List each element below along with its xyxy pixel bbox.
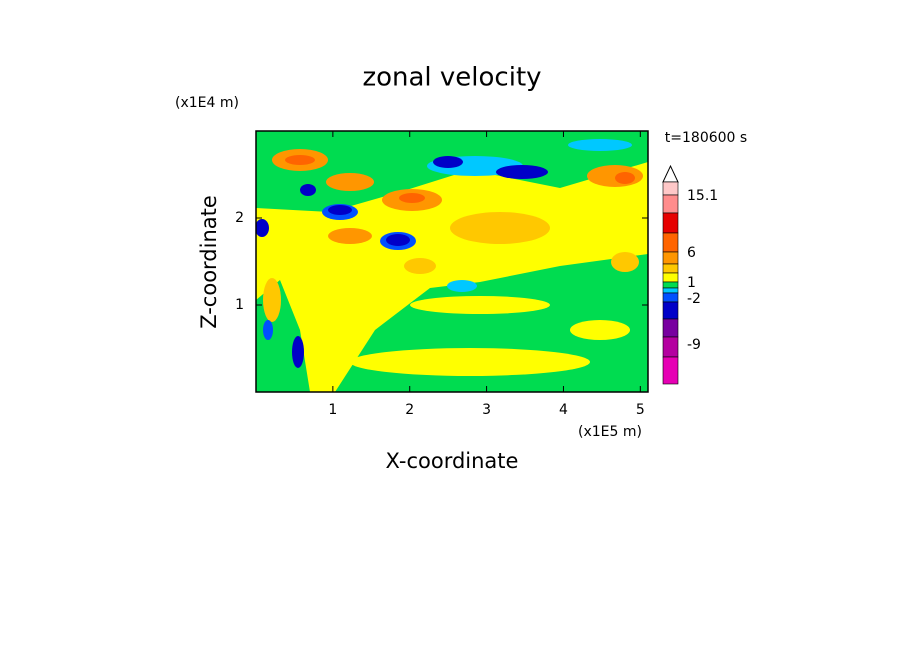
x-tick-label: 4 xyxy=(559,402,568,418)
plot-frame xyxy=(255,130,649,393)
contour-fill xyxy=(399,193,425,203)
colorbar-band xyxy=(662,287,679,294)
colorbar-band xyxy=(662,292,679,303)
contour-fill xyxy=(433,156,463,168)
x-tick-label: 2 xyxy=(405,402,414,418)
contour-fill xyxy=(450,212,550,244)
contour-fill xyxy=(256,219,269,237)
contour-fill xyxy=(326,173,374,191)
colorbar-band xyxy=(662,281,679,289)
contour-fill xyxy=(350,348,590,376)
colorbar-label: -2 xyxy=(687,291,701,307)
contour-fill xyxy=(496,165,548,179)
colorbar-band xyxy=(662,181,679,196)
contour-fill xyxy=(570,320,630,340)
colorbar-band xyxy=(662,301,679,320)
colorbar-band xyxy=(662,356,679,385)
contour-fill xyxy=(328,205,352,215)
time-label: t=180600 s xyxy=(665,130,747,146)
colorbar-band xyxy=(662,336,679,358)
x-axis-label: X-coordinate xyxy=(386,449,519,473)
colorbar-label: 1 xyxy=(687,275,696,291)
contour-fill xyxy=(386,234,410,246)
colorbar-band xyxy=(662,194,679,214)
contour-fill xyxy=(300,184,316,196)
y-tick-label: 2 xyxy=(235,210,244,226)
colorbar-label: 6 xyxy=(687,245,696,261)
colorbar-band xyxy=(662,232,679,253)
contour-fill xyxy=(263,278,281,322)
contour-fill xyxy=(263,320,273,340)
y-axis-label: Z-coordinate xyxy=(197,195,221,329)
contour-fill xyxy=(447,280,477,292)
colorbar-band xyxy=(662,212,679,234)
contour-fill xyxy=(568,139,632,151)
contour-fill xyxy=(328,228,372,244)
colorbar-band xyxy=(662,272,679,283)
chart-title: zonal velocity xyxy=(362,63,541,93)
colorbar-band xyxy=(662,318,679,338)
contour-field xyxy=(256,131,648,392)
contour-fill xyxy=(587,165,643,187)
x-tick-label: 1 xyxy=(328,402,337,418)
x-tick-label: 3 xyxy=(482,402,491,418)
colorbar-band xyxy=(662,251,679,265)
x-unit: (x1E5 m) xyxy=(578,424,642,440)
contour-fill xyxy=(404,258,436,274)
colorbar-label: 15.1 xyxy=(687,188,718,204)
colorbar-band xyxy=(662,263,679,274)
contour-fill xyxy=(410,296,550,314)
contour-fill xyxy=(615,172,635,184)
y-tick-label: 1 xyxy=(235,297,244,313)
contour-fill xyxy=(611,252,639,272)
contour-fill xyxy=(285,155,315,165)
x-tick-label: 5 xyxy=(636,402,645,418)
contour-fill xyxy=(292,336,304,368)
y-unit: (x1E4 m) xyxy=(175,95,239,111)
colorbar-extension xyxy=(662,164,679,183)
colorbar-label: -9 xyxy=(687,337,701,353)
